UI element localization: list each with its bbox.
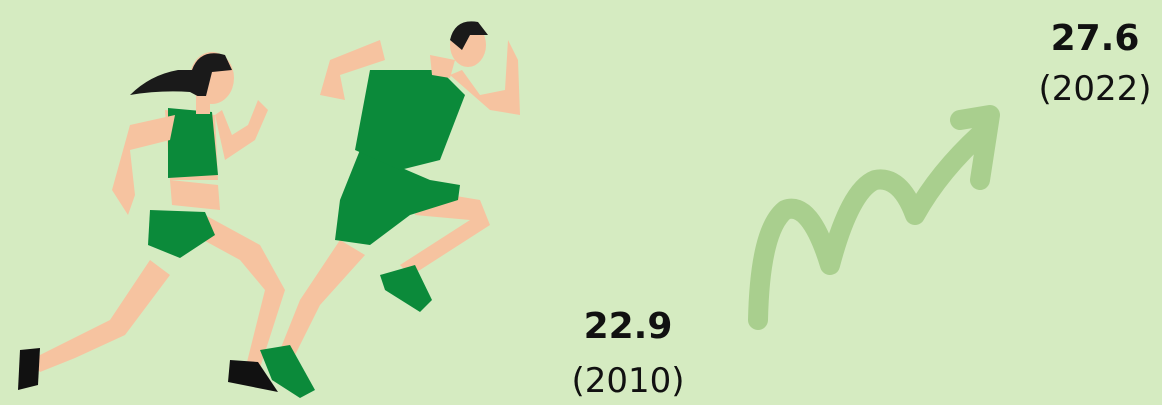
stat-value: 27.6: [1051, 18, 1140, 59]
stat-value: 22.9: [584, 306, 673, 347]
infographic: 22.9 (2010) 27.6 (2022): [0, 0, 1162, 405]
stat-year: (2022): [1038, 69, 1151, 109]
stat-year: (2010): [571, 361, 684, 401]
